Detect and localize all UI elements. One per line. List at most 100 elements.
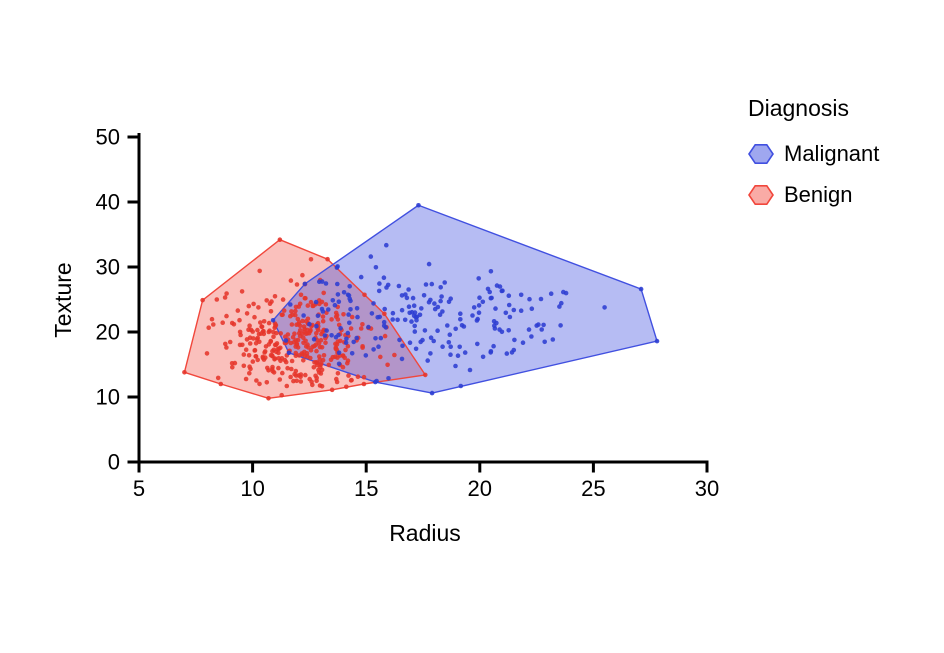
data-point: [334, 376, 339, 382]
data-point: [182, 370, 187, 375]
data-point: [257, 268, 263, 274]
data-point: [266, 368, 271, 373]
data-point: [336, 350, 342, 356]
data-point: [310, 382, 315, 388]
data-point: [437, 312, 443, 318]
data-point: [376, 288, 382, 294]
data-point: [446, 299, 452, 305]
data-point: [271, 334, 276, 340]
data-point: [274, 341, 280, 346]
data-point: [412, 323, 418, 329]
data-point: [422, 328, 428, 333]
hulls-layer: [183, 204, 658, 399]
data-point: [272, 294, 278, 299]
data-point: [422, 372, 428, 378]
data-point: [241, 363, 247, 369]
data-point: [467, 367, 473, 373]
data-point: [368, 254, 374, 259]
data-point: [302, 326, 307, 332]
data-point: [334, 312, 340, 318]
data-point: [418, 339, 424, 345]
data-point: [255, 335, 260, 341]
data-point: [260, 355, 266, 361]
data-point: [325, 256, 330, 262]
data-point: [239, 289, 245, 294]
data-point: [511, 307, 517, 313]
data-point: [289, 309, 294, 314]
data-point: [237, 342, 243, 348]
data-point: [395, 317, 400, 323]
data-point: [324, 328, 329, 333]
data-point: [558, 323, 563, 328]
y-tick-label: 40: [96, 190, 120, 215]
data-point: [280, 312, 285, 318]
data-point: [214, 297, 220, 302]
data-point: [319, 306, 325, 312]
points-layer: [182, 202, 660, 401]
data-point: [268, 309, 274, 314]
data-point: [300, 318, 305, 324]
data-point: [383, 325, 389, 330]
data-point: [336, 332, 341, 338]
data-point: [244, 311, 250, 316]
data-point: [320, 314, 326, 319]
data-point: [432, 301, 437, 306]
data-point: [349, 351, 355, 356]
data-point: [442, 280, 448, 285]
data-point: [308, 299, 314, 305]
data-point: [541, 322, 546, 328]
data-point: [305, 303, 311, 308]
malignant-points: [270, 202, 660, 396]
data-point: [382, 306, 388, 312]
data-point: [264, 380, 270, 385]
data-point: [458, 383, 464, 389]
data-point: [506, 328, 512, 333]
data-point: [278, 331, 284, 336]
data-point: [440, 344, 445, 350]
y-tick-label: 30: [96, 255, 120, 280]
data-point: [340, 353, 346, 359]
data-point: [215, 375, 221, 381]
data-point: [211, 322, 216, 327]
data-point: [299, 331, 305, 337]
data-point: [406, 287, 411, 292]
data-point: [237, 329, 243, 335]
data-point: [539, 327, 544, 332]
data-point: [288, 302, 293, 307]
data-point: [310, 303, 316, 309]
data-point: [453, 326, 459, 332]
data-point: [267, 328, 272, 334]
data-point: [296, 322, 301, 327]
data-point: [488, 350, 494, 355]
data-point: [360, 345, 365, 350]
data-point: [526, 327, 532, 332]
data-point: [305, 354, 310, 359]
data-point: [416, 202, 421, 208]
x-tick-label: 20: [468, 476, 492, 501]
y-tick-label: 50: [96, 125, 120, 150]
data-point: [462, 350, 468, 355]
data-point: [280, 297, 286, 302]
data-point: [354, 335, 360, 341]
data-point: [243, 376, 249, 382]
data-point: [280, 370, 285, 376]
data-point: [476, 310, 482, 316]
data-point: [319, 345, 325, 350]
data-point: [347, 284, 353, 289]
data-point: [362, 292, 367, 298]
data-point: [247, 323, 252, 329]
data-point: [475, 341, 480, 347]
data-point: [499, 329, 505, 335]
data-point: [237, 317, 242, 323]
data-point: [536, 322, 541, 327]
data-point: [392, 352, 397, 358]
data-point: [377, 281, 382, 286]
data-point: [329, 317, 334, 322]
y-axis-title: Texture: [50, 262, 76, 337]
data-point: [289, 366, 294, 372]
data-point: [378, 335, 384, 341]
data-point: [559, 300, 564, 306]
data-point: [346, 312, 351, 317]
data-point: [347, 320, 352, 326]
